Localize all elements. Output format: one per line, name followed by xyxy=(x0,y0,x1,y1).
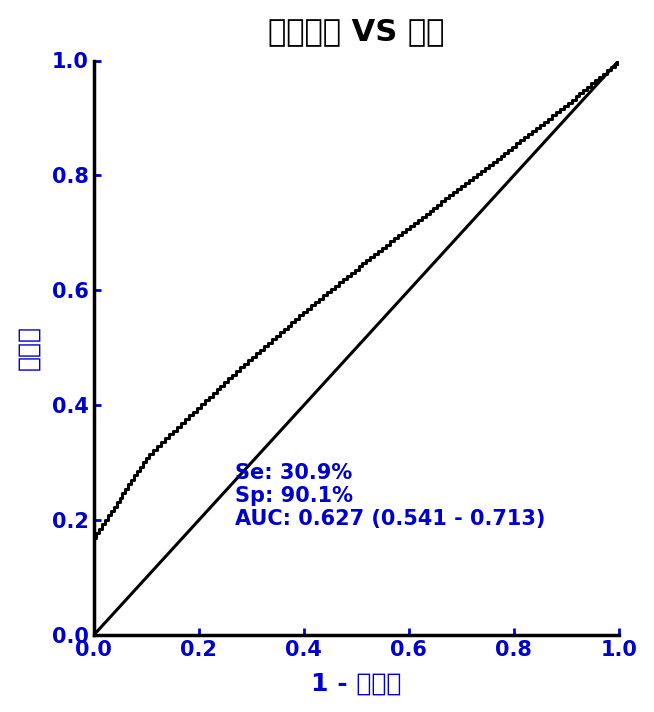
X-axis label: 1 - 特异度: 1 - 特异度 xyxy=(311,671,402,696)
Text: Se: 30.9%
Sp: 90.1%
AUC: 0.627 (0.541 - 0.713): Se: 30.9% Sp: 90.1% AUC: 0.627 (0.541 - … xyxy=(235,463,545,529)
Title: 食管鳞癌 VS 正常: 食管鳞癌 VS 正常 xyxy=(268,16,444,46)
Y-axis label: 灵敏度: 灵敏度 xyxy=(16,325,41,370)
